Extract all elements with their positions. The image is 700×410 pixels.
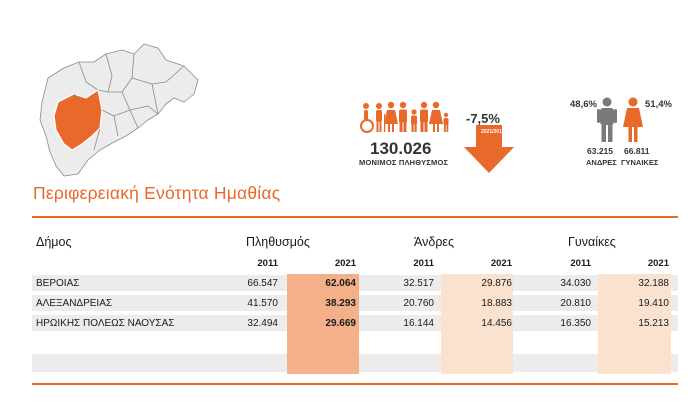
table-cell: 29.876 bbox=[481, 278, 512, 289]
region-title: Περιφερειακή Ενότητα Ημαθίας bbox=[33, 183, 281, 203]
year-header: 2021 bbox=[490, 258, 512, 269]
female-count: 66.811 bbox=[624, 146, 650, 156]
population-change: -7,5% bbox=[466, 111, 500, 126]
header-men: Άνδρες bbox=[414, 235, 455, 249]
population-total: 130.026 bbox=[370, 139, 432, 158]
region-map-icon bbox=[39, 43, 199, 177]
table-cell: 32.494 bbox=[247, 318, 278, 329]
table-cell: 18.883 bbox=[481, 298, 512, 309]
male-count: 63.215 bbox=[587, 146, 613, 156]
year-header: 2011 bbox=[413, 258, 434, 269]
table-cell: 14.456 bbox=[481, 318, 512, 329]
divider-top bbox=[32, 216, 678, 218]
table-cell: 34.030 bbox=[560, 278, 591, 289]
table-cell: 29.669 bbox=[325, 318, 356, 329]
women-2021-column bbox=[598, 274, 671, 374]
male-icon bbox=[597, 97, 617, 142]
female-label: ΓΥΝΑΙΚΕΣ bbox=[621, 158, 659, 167]
year-header: 2021 bbox=[647, 258, 669, 269]
year-header: 2021 bbox=[334, 258, 356, 269]
table-cell: 41.570 bbox=[247, 298, 278, 309]
table-cell: 19.410 bbox=[638, 298, 669, 309]
population-change-period: 2021/2011 bbox=[481, 129, 505, 135]
year-header: 2011 bbox=[257, 258, 278, 269]
header-population: Πληθυσμός bbox=[246, 235, 310, 249]
arrow-down-icon bbox=[464, 125, 514, 173]
population-2021-column bbox=[287, 274, 359, 374]
female-percent: 51,4% bbox=[645, 99, 672, 110]
table-cell: 66.547 bbox=[247, 278, 278, 289]
table-cell: 20.810 bbox=[560, 298, 591, 309]
men-2021-column bbox=[441, 274, 513, 374]
table-cell: 20.760 bbox=[403, 298, 434, 309]
table-cell: 32.188 bbox=[638, 278, 669, 289]
header-municipality: Δήμος bbox=[36, 235, 72, 249]
table-cell: 15.213 bbox=[638, 318, 669, 329]
table-row-name: ΑΛΕΞΑΝΔΡΕΙΑΣ bbox=[36, 298, 113, 309]
divider-bottom bbox=[32, 383, 678, 385]
population-label: ΜΟΝΙΜΟΣ ΠΛΗΘΥΣΜΟΣ bbox=[359, 158, 449, 167]
table-cell: 16.144 bbox=[403, 318, 434, 329]
female-icon bbox=[623, 97, 643, 142]
family-icon bbox=[360, 101, 449, 133]
table-cell: 62.064 bbox=[325, 278, 356, 289]
table-cell: 38.293 bbox=[325, 298, 356, 309]
table-row-name: ΗΡΩΙΚΗΣ ΠΟΛΕΩΣ ΝΑΟΥΣΑΣ bbox=[36, 318, 175, 329]
table-cell: 32.517 bbox=[403, 278, 434, 289]
table-cell: 16.350 bbox=[560, 318, 591, 329]
male-percent: 48,6% bbox=[570, 99, 597, 110]
male-label: ΑΝΔΡΕΣ bbox=[586, 158, 617, 167]
header-women: Γυναίκες bbox=[568, 235, 616, 249]
table-row-name: ΒΕΡΟΙΑΣ bbox=[36, 278, 80, 289]
year-header: 2011 bbox=[570, 258, 591, 269]
